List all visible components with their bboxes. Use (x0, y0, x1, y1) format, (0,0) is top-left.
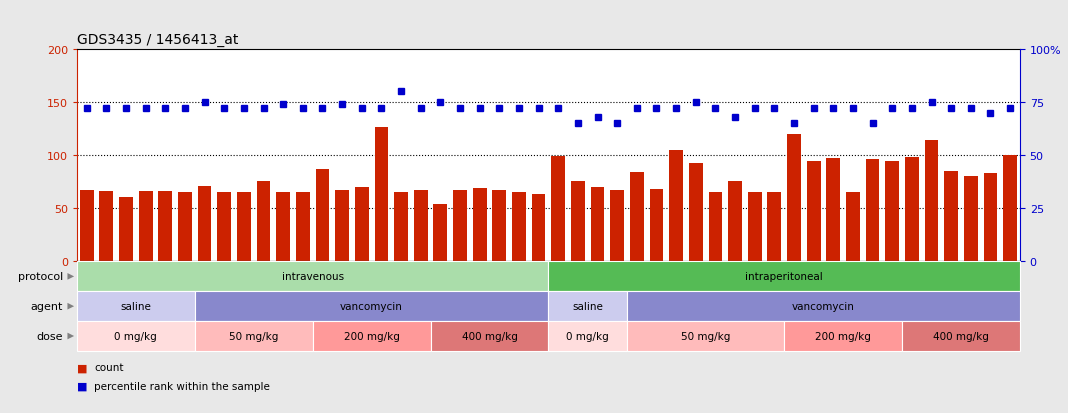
Bar (627, 292, 1020, 321)
Text: 50 mg/kg: 50 mg/kg (229, 331, 279, 341)
Bar (139, 192, 153, 262)
Bar (571, 181, 585, 262)
Bar (313, 321, 430, 351)
Text: 0 mg/kg: 0 mg/kg (114, 331, 157, 341)
Bar (194, 292, 549, 321)
Text: vancomycin: vancomycin (341, 301, 403, 311)
Bar (551, 157, 565, 262)
Bar (198, 187, 211, 262)
Bar (627, 321, 784, 351)
Bar (944, 172, 958, 262)
Bar (512, 193, 525, 262)
Bar (787, 135, 801, 262)
Bar (902, 321, 1020, 351)
Bar (549, 292, 627, 321)
Bar (335, 191, 349, 262)
Bar (708, 193, 722, 262)
Text: 0 mg/kg: 0 mg/kg (566, 331, 609, 341)
Bar (768, 193, 781, 262)
Bar (492, 191, 506, 262)
Bar (984, 174, 998, 262)
Text: 50 mg/kg: 50 mg/kg (681, 331, 731, 341)
Bar (905, 158, 918, 262)
Bar (925, 141, 939, 262)
Bar (885, 162, 899, 262)
Bar (218, 193, 231, 262)
Bar (256, 181, 270, 262)
Bar (532, 195, 546, 262)
Text: saline: saline (572, 301, 603, 311)
Bar (194, 321, 313, 351)
Bar (670, 150, 684, 262)
Text: ■: ■ (77, 381, 88, 391)
Bar (1003, 156, 1017, 262)
Text: vancomycin: vancomycin (792, 301, 854, 311)
Bar (434, 204, 447, 262)
Bar (806, 162, 820, 262)
Text: intravenous: intravenous (282, 272, 344, 282)
Bar (355, 188, 368, 262)
Text: percentile rank within the sample: percentile rank within the sample (94, 381, 270, 391)
Bar (630, 173, 644, 262)
Bar (178, 193, 192, 262)
Bar (473, 189, 487, 262)
Bar (394, 193, 408, 262)
Bar (375, 128, 389, 262)
Bar (784, 321, 902, 351)
Bar (748, 193, 761, 262)
Bar (296, 193, 310, 262)
Bar (964, 177, 977, 262)
Bar (827, 159, 841, 262)
Text: GDS3435 / 1456413_at: GDS3435 / 1456413_at (77, 33, 238, 47)
Bar (77, 262, 549, 292)
Text: count: count (94, 363, 124, 373)
Bar (237, 193, 251, 262)
Bar (610, 191, 624, 262)
Text: 400 mg/kg: 400 mg/kg (461, 331, 517, 341)
Text: dose: dose (36, 331, 63, 341)
Text: 400 mg/kg: 400 mg/kg (933, 331, 989, 341)
Text: 200 mg/kg: 200 mg/kg (815, 331, 871, 341)
Bar (866, 160, 879, 262)
Text: agent: agent (31, 301, 63, 311)
Text: intraperitoneal: intraperitoneal (745, 272, 823, 282)
Bar (430, 321, 549, 351)
Bar (549, 262, 1020, 292)
Text: saline: saline (121, 301, 152, 311)
Text: ■: ■ (77, 363, 88, 373)
Bar (316, 169, 329, 262)
Bar (649, 190, 663, 262)
Bar (77, 321, 194, 351)
Bar (120, 197, 132, 262)
Bar (413, 191, 427, 262)
Bar (453, 191, 467, 262)
Bar (80, 191, 94, 262)
Bar (277, 193, 290, 262)
Bar (99, 192, 113, 262)
Text: protocol: protocol (18, 272, 63, 282)
Bar (728, 181, 742, 262)
Bar (549, 321, 627, 351)
Bar (846, 193, 860, 262)
Bar (158, 192, 172, 262)
Bar (77, 292, 194, 321)
Bar (689, 163, 703, 262)
Bar (591, 188, 604, 262)
Text: 200 mg/kg: 200 mg/kg (344, 331, 399, 341)
